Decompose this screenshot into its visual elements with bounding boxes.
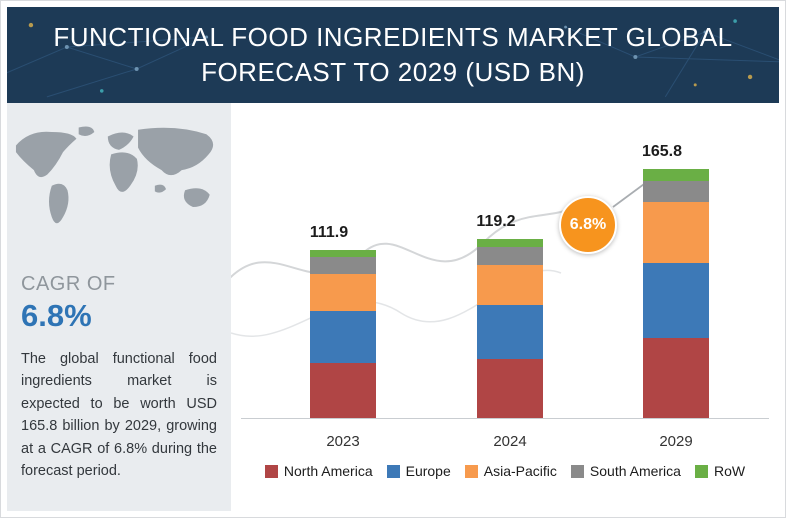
bar-segment-asia-pacific [477, 264, 543, 306]
bar-segment-europe [643, 263, 709, 339]
x-axis-label-2029: 2029 [659, 433, 693, 450]
summary-sidebar: CAGR OF 6.8% The global functional food … [7, 103, 231, 511]
legend-label-south-america: South America [589, 463, 681, 479]
bar-segment-row [643, 169, 709, 181]
bar-segment-south-america [477, 246, 543, 265]
x-axis-label-2023: 2023 [326, 433, 360, 450]
legend-swatch-north-america [264, 464, 278, 478]
bar-2024: 119.2 [476, 213, 543, 418]
bar-segment-south-america [310, 257, 376, 274]
legend-swatch-asia-pacific [464, 464, 478, 478]
legend-item-row: RoW [694, 463, 746, 479]
page-title-line1: FUNCTIONAL FOOD INGREDIENTS MARKET GLOBA… [53, 21, 733, 52]
legend-item-europe: Europe [386, 463, 451, 479]
legend-swatch-row [694, 464, 708, 478]
page-title-line2: FORECAST TO 2029 (USD BN) [201, 57, 585, 87]
bar-segment-north-america [643, 338, 709, 418]
legend-swatch-south-america [570, 464, 584, 478]
x-axis-line [241, 418, 769, 419]
bar-total-label-2024: 119.2 [476, 213, 516, 231]
title-banner: FUNCTIONAL FOOD INGREDIENTS MARKET GLOBA… [7, 7, 779, 103]
x-axis-label-2024: 2024 [493, 433, 527, 450]
cagr-block: CAGR OF 6.8% [7, 263, 231, 334]
legend-label-europe: Europe [405, 463, 451, 479]
bar-segment-north-america [477, 359, 543, 418]
bar-segment-asia-pacific [310, 273, 376, 312]
bar-segment-asia-pacific [643, 201, 709, 264]
bar-total-label-2029: 165.8 [641, 143, 683, 161]
bar-segment-south-america [643, 180, 709, 202]
legend-label-asia-pacific: Asia-Pacific [483, 463, 557, 479]
bar-segment-north-america [310, 363, 376, 418]
legend-item-north-america: North America [264, 463, 373, 479]
legend: North America Europe Asia-Pacific South Ame… [231, 463, 779, 479]
cagr-badge: 6.8% [559, 196, 617, 254]
legend-label-row: RoW [713, 463, 746, 479]
bar-segment-europe [310, 311, 376, 364]
bar-total-label-2023: 111.9 [309, 224, 349, 242]
stacked-bar-chart: 111.9 2023 119.2 2024 165.8 2029 6.8% North A… [231, 103, 779, 511]
bar-2029: 165.8 [642, 143, 709, 418]
bar-2023: 111.9 [310, 224, 376, 418]
bar-segment-row [477, 239, 543, 247]
cagr-value: 6.8% [21, 298, 92, 333]
cagr-label: CAGR OF [21, 273, 116, 295]
bar-segment-europe [477, 305, 543, 360]
page-title: FUNCTIONAL FOOD INGREDIENTS MARKET GLOBA… [53, 20, 732, 90]
bar-segment-row [310, 250, 376, 258]
legend-item-south-america: South America [570, 463, 681, 479]
legend-label-north-america: North America [283, 463, 373, 479]
legend-swatch-europe [386, 464, 400, 478]
constellation-decoration [7, 19, 779, 98]
legend-item-asia-pacific: Asia-Pacific [464, 463, 557, 479]
market-summary-text: The global functional food ingredients m… [21, 351, 217, 480]
world-map-graphic [15, 126, 214, 224]
